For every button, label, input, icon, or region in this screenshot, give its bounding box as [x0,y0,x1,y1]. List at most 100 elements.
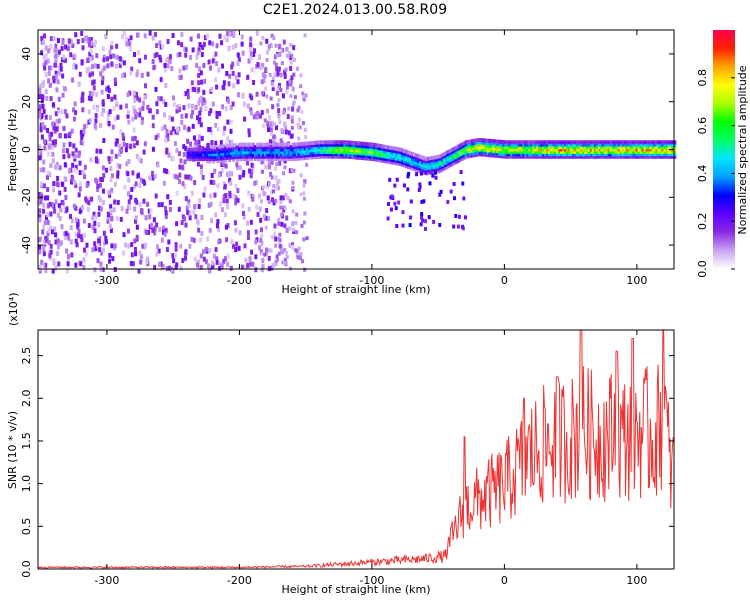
spectrogram-signal-cell [426,159,430,164]
spectrogram-noise-cell [43,125,47,131]
spectrogram-signal-cell [418,159,422,164]
spectrogram-signal-cell [657,154,661,159]
spectrogram-signal-cell [323,142,327,147]
spectrogram-signal-cell [393,156,397,161]
snr-x-ticks: -300 -200 -100 0 100 [94,330,647,587]
spectrogram-noise-cell [39,199,43,205]
spectrogram-signal-cell [548,152,552,157]
spectrogram-signal-cell [317,152,321,157]
spectrogram-noise-cell [287,106,291,111]
spectrogram-signal-cell [669,145,673,150]
spectrogram-noise-cell [305,236,309,241]
spectrogram-noise-cell [48,82,52,88]
spectrogram-noise-cell [135,95,139,101]
spectrogram-signal-cell [450,150,454,155]
spectrogram-signal-cell [246,157,250,162]
spectrogram-signal-cell [665,152,669,157]
spectrogram-tail-cell [393,201,397,206]
spectrogram-noise-cell [164,101,168,107]
spectrogram-signal-cell [371,145,375,150]
spectrogram-noise-cell [202,89,206,95]
spectrogram-noise-cell [266,195,270,201]
spectrogram-noise-cell [296,255,300,260]
spectrogram-signal-cell [623,154,627,159]
spectrogram-signal-cell [494,153,498,158]
spectrogram-signal-cell [307,153,311,158]
spectrogram-signal-cell [257,142,261,147]
spectrogram-signal-cell [548,140,552,145]
spectrogram-signal-cell [528,149,532,154]
spectrogram-noise-cell [82,218,86,224]
spectrogram-signal-cell [253,145,257,150]
x-tick-label: -200 [227,274,252,287]
spectrogram-noise-cell [273,60,277,65]
spectrogram-signal-cell [246,147,250,152]
spectrogram-signal-cell [562,147,566,152]
spectrogram-signal-cell [500,142,504,147]
spectrogram-noise-cell [109,204,113,210]
spectrogram-noise-cell [94,214,98,220]
spectrogram-noise-cell [302,196,306,201]
spectrogram-noise-cell [200,214,204,220]
spectrogram-noise-cell [275,162,279,167]
spectrogram-noise-cell [84,123,88,129]
spectrogram-noise-cell [110,44,114,50]
spectrogram-noise-cell [290,118,294,124]
spectrogram-noise-cell [95,92,99,98]
spectrogram-signal-cell [494,151,498,156]
spectrogram-noise-cell [42,202,46,208]
spectrogram-noise-cell [261,264,265,269]
spectrogram-noise-cell [123,184,127,190]
spectrogram-signal-cell [625,152,629,157]
spectrogram-noise-cell [54,62,58,68]
spectrogram-signal-cell [568,149,571,154]
spectrogram-noise-cell [243,116,247,122]
spectrogram-signal-cell [490,148,494,153]
spectrogram-signal-cell [661,145,665,150]
spectrogram-noise-cell [289,42,293,47]
spectrogram-signal-cell [305,146,309,151]
spectrogram-noise-cell [247,190,251,196]
spectrogram-signal-cell [659,140,663,145]
spectrogram-tail-cell [461,224,465,229]
spectrogram-signal-cell [635,142,639,147]
spectrogram-noise-cell [41,121,45,127]
spectrogram-noise-cell [215,61,219,67]
spectrogram-signal-cell [409,151,412,156]
spectrogram-signal-cell [295,156,299,161]
spectrogram-signal-cell [510,154,514,159]
spectrogram-noise-cell [198,116,202,122]
spectrogram-signal-cell [409,156,412,161]
spectrogram-noise-cell [288,79,292,84]
spectrogram-noise-cell [132,127,136,133]
spectrogram-noise-cell [187,126,191,132]
spectrogram-noise-cell [81,140,85,146]
spectrogram-signal-cell [412,155,416,160]
spectrogram-signal-cell [242,149,246,154]
spectrogram-noise-cell [148,30,152,36]
spectrogram-noise-cell [137,50,141,56]
spectrogram-noise-cell [223,183,227,189]
spectrogram-signal-cell [238,142,242,147]
spectrogram-noise-cell [183,124,187,130]
spectrogram-signal-cell [226,148,230,153]
spectrogram-noise-cell [88,51,92,57]
spectrogram-signal-cell [671,140,675,145]
spectrogram-signal-cell [655,147,659,152]
spectrogram-noise-cell [250,67,254,73]
spectrogram-signal-cell [440,153,444,158]
spectrogram-noise-cell [180,113,184,119]
spectrogram-signal-cell [381,153,385,158]
spectrogram-signal-cell [317,140,321,145]
spectrogram-noise-cell [100,250,104,256]
spectrogram-tail-cell [417,188,421,193]
spectrogram-noise-cell [49,65,53,71]
spectrogram-signal-cell [466,139,470,144]
spectrogram-signal-cell [581,142,585,147]
spectrogram-signal-cell [389,150,393,155]
spectrogram-signal-cell [623,152,627,157]
spectrogram-signal-cell [293,147,297,152]
spectrogram-signal-cell [564,152,568,157]
spectrogram-signal-cell [506,152,510,157]
